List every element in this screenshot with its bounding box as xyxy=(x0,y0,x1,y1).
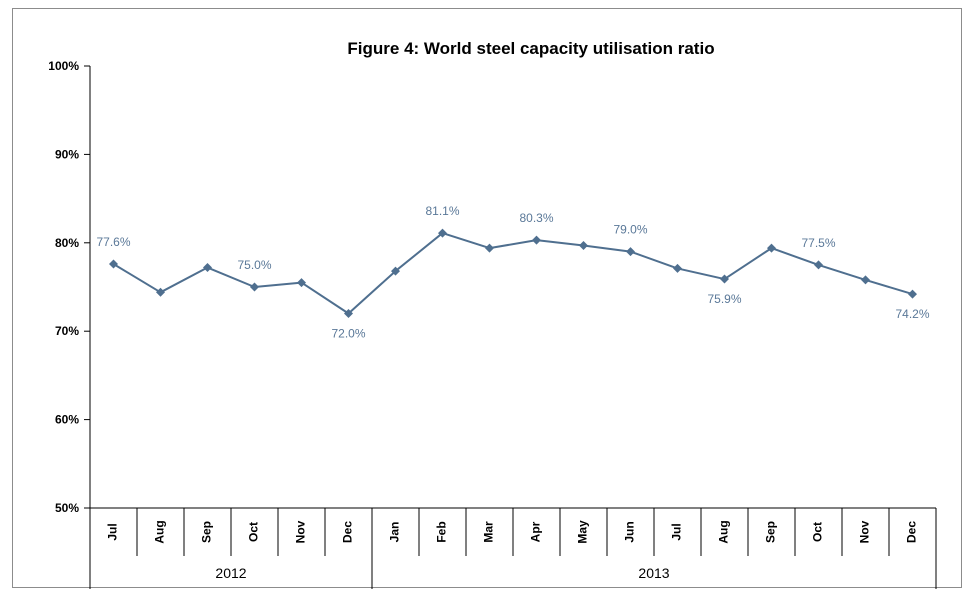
y-tick-label: 50% xyxy=(55,501,79,515)
x-tick-label: Apr xyxy=(529,521,543,542)
axes: 50% 60% 70% 80% 90% 100% Jul Aug Sep Oct Nov Dec Jan… xyxy=(48,59,937,589)
x-tick-label: Nov xyxy=(294,520,308,543)
data-point xyxy=(673,263,682,273)
data-point xyxy=(250,282,259,292)
y-tick-label: 90% xyxy=(55,147,79,161)
x-tick-label: Aug xyxy=(153,520,167,543)
y-tick-label: 100% xyxy=(48,59,79,73)
data-label: 77.6% xyxy=(96,235,130,249)
data-labels: 77.6% 75.0% 72.0% 81.1% 80.3% 79.0% 75.9% 77.5%… xyxy=(96,204,929,340)
chart-title: Figure 4: World steel capacity utilisati… xyxy=(347,39,714,58)
data-point xyxy=(156,287,165,297)
data-point xyxy=(344,309,353,319)
x-tick-label: Jun xyxy=(623,521,637,542)
x-tick-label: Jan xyxy=(388,522,402,543)
x-tick-label: Feb xyxy=(435,521,449,542)
x-tick-label: Dec xyxy=(905,521,919,543)
data-label: 72.0% xyxy=(331,327,365,341)
x-tick-label: Sep xyxy=(200,521,214,543)
x-tick-label: Nov xyxy=(858,520,872,543)
x-group-label: 2012 xyxy=(215,565,246,581)
data-point xyxy=(720,274,729,284)
y-tick-label: 70% xyxy=(55,324,79,338)
data-point xyxy=(626,247,635,257)
x-tick-label: Mar xyxy=(482,521,496,543)
data-point xyxy=(767,243,776,253)
data-point xyxy=(391,266,400,276)
series xyxy=(109,228,917,319)
data-label: 75.9% xyxy=(707,292,741,306)
x-tick-label: Jul xyxy=(106,523,120,540)
data-point xyxy=(861,275,870,285)
data-point xyxy=(297,278,306,288)
data-label: 81.1% xyxy=(425,204,459,218)
data-point xyxy=(814,260,823,270)
x-tick-label: Oct xyxy=(247,522,261,542)
data-point xyxy=(908,289,917,299)
y-tick-label: 60% xyxy=(55,413,79,427)
data-point xyxy=(109,259,118,269)
data-label: 74.2% xyxy=(895,307,929,321)
x-group-label: 2013 xyxy=(638,565,669,581)
data-point xyxy=(203,263,212,273)
data-label: 77.5% xyxy=(801,236,835,250)
x-tick-label: Oct xyxy=(811,522,825,542)
line-chart: Figure 4: World steel capacity utilisati… xyxy=(48,39,937,589)
data-point xyxy=(532,235,541,245)
y-tick-label: 80% xyxy=(55,236,79,250)
x-tick-label: May xyxy=(576,520,590,544)
data-label: 75.0% xyxy=(237,258,271,272)
series-line xyxy=(112,232,913,315)
data-label: 80.3% xyxy=(519,211,553,225)
data-label: 79.0% xyxy=(613,223,647,237)
data-point xyxy=(485,243,494,253)
chart-frame: Figure 4: World steel capacity utilisati… xyxy=(12,8,962,589)
data-point xyxy=(579,240,588,250)
data-point xyxy=(438,228,447,238)
x-tick-label: Sep xyxy=(764,521,778,543)
x-tick-label: Dec xyxy=(341,521,355,543)
x-tick-label: Aug xyxy=(717,520,731,543)
x-tick-label: Jul xyxy=(670,523,684,540)
